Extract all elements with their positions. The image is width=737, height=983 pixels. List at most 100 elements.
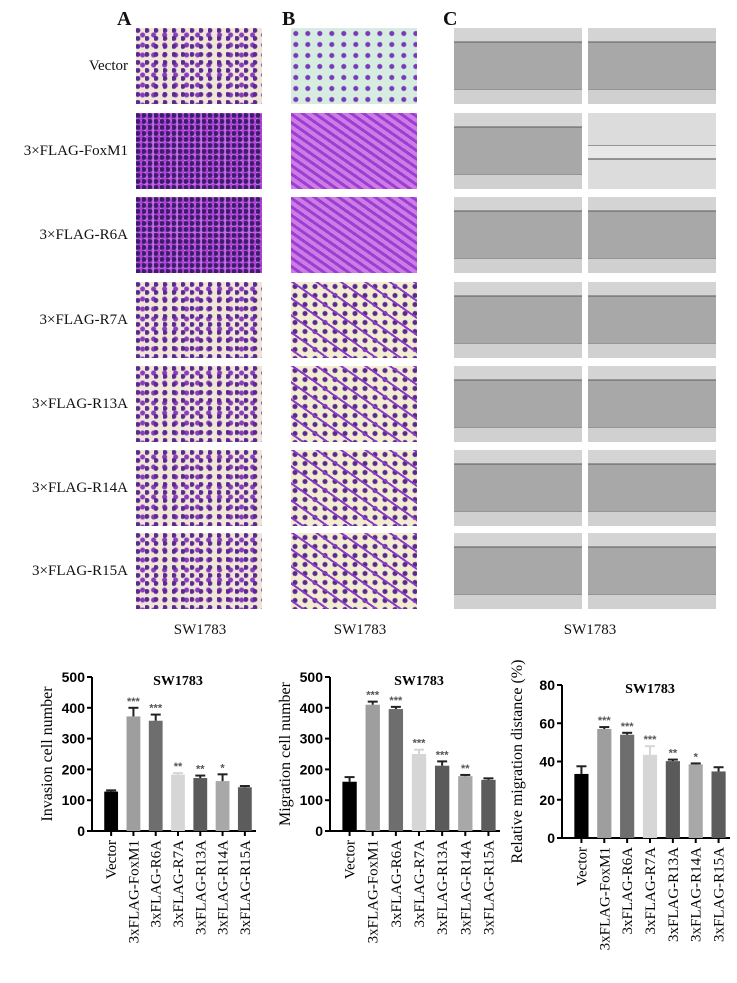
svg-text:SW1783: SW1783: [394, 674, 444, 689]
row-label: 3×FLAG-R15A: [32, 563, 128, 579]
migration-micrograph: [291, 28, 417, 104]
wound-0h-image: [454, 197, 582, 273]
svg-text:500: 500: [300, 669, 324, 685]
svg-text:3xFLAG-R15A: 3xFLAG-R15A: [712, 847, 728, 942]
bar: [365, 704, 380, 831]
wound-24h-image: [588, 282, 716, 358]
wound-24h-image: [588, 28, 716, 104]
svg-text:3xFLAG-R14A: 3xFLAG-R14A: [216, 840, 232, 935]
row-label: 3×FLAG-R13A: [32, 396, 128, 412]
wound-0h-image: [454, 113, 582, 189]
svg-text:60: 60: [539, 715, 555, 731]
svg-text:***: ***: [389, 695, 403, 707]
svg-text:3xFLAG-R6A: 3xFLAG-R6A: [620, 847, 636, 935]
wound-24h-image: [588, 450, 716, 526]
svg-text:3xFLAG-R6A: 3xFLAG-R6A: [389, 840, 405, 928]
svg-text:Invasion cell number: Invasion cell number: [39, 686, 56, 822]
row-label: Vector: [88, 58, 128, 74]
svg-text:3xFLAG-R13A: 3xFLAG-R13A: [435, 840, 451, 935]
svg-text:3xFLAG-R15A: 3xFLAG-R15A: [238, 840, 254, 935]
svg-text:***: ***: [644, 734, 658, 746]
svg-text:***: ***: [621, 721, 635, 733]
svg-text:3xFLAG-R15A: 3xFLAG-R15A: [481, 840, 497, 935]
row-label: 3×FLAG-R7A: [39, 312, 128, 328]
bar: [148, 720, 163, 831]
migration-micrograph: [291, 197, 417, 273]
svg-text:0: 0: [77, 823, 85, 839]
bar: [171, 774, 185, 831]
svg-text:80: 80: [539, 677, 555, 693]
wound-healing-bar-chart: 0 20 40 60 80 SW1783 Relative migration distan…: [500, 655, 737, 978]
svg-text:***: ***: [598, 715, 612, 727]
svg-text:3xFLAG-R7A: 3xFLAG-R7A: [171, 840, 187, 928]
svg-text:3xFLAG-FoxM1: 3xFLAG-FoxM1: [126, 840, 142, 943]
svg-text:100: 100: [300, 792, 324, 808]
migration-bar-chart: 0 100 200 300 400 500 SW1783 Migration cell num…: [262, 655, 512, 978]
svg-text:300: 300: [62, 731, 86, 747]
svg-text:**: **: [174, 761, 183, 773]
svg-text:3xFLAG-FoxM1: 3xFLAG-FoxM1: [366, 840, 382, 943]
svg-text:**: **: [196, 764, 205, 776]
svg-text:***: ***: [413, 738, 427, 750]
bar: [620, 734, 635, 838]
svg-text:*: *: [694, 751, 699, 763]
bar: [388, 709, 404, 831]
bar: [215, 781, 230, 831]
migration-micrograph: [291, 533, 417, 609]
invasion-micrograph: [136, 113, 262, 189]
svg-text:500: 500: [62, 669, 86, 685]
svg-text:SW1783: SW1783: [153, 674, 203, 689]
bar: [193, 778, 208, 831]
invasion-micrograph: [136, 282, 262, 358]
svg-text:*: *: [220, 762, 225, 774]
migration-micrograph: [291, 113, 417, 189]
svg-text:100: 100: [62, 792, 86, 808]
migration-micrograph: [291, 366, 417, 442]
wound-0h-image: [454, 366, 582, 442]
svg-text:200: 200: [300, 761, 324, 777]
wound-24h-image: [588, 533, 716, 609]
migration-micrograph: [291, 282, 417, 358]
svg-text:Vector: Vector: [343, 840, 359, 879]
svg-text:3xFLAG-R14A: 3xFLAG-R14A: [458, 840, 474, 935]
svg-text:3xFLAG-FoxM1: 3xFLAG-FoxM1: [597, 847, 613, 950]
svg-text:40: 40: [539, 754, 555, 770]
svg-text:0: 0: [547, 830, 555, 846]
wound-24h-image: [588, 197, 716, 273]
svg-text:200: 200: [62, 761, 86, 777]
panel-letter-b: B: [282, 8, 296, 30]
wound-0h-image: [454, 450, 582, 526]
wound-24h-image: [588, 113, 716, 189]
svg-text:Vector: Vector: [574, 847, 590, 886]
migration-micrograph: [291, 450, 417, 526]
wound-0h-image: [454, 28, 582, 104]
bar: [458, 776, 473, 831]
bar: [642, 754, 658, 838]
bar: [434, 765, 450, 831]
svg-text:3xFLAG-R14A: 3xFLAG-R14A: [689, 847, 705, 942]
bar: [104, 791, 119, 831]
panel-letter-a: A: [117, 8, 132, 30]
invasion-bar-chart: 0 100 200 300 400 500 SW1783 Invasion cell numb…: [0, 655, 260, 978]
row-label: 3×FLAG-R6A: [39, 227, 128, 243]
bar: [411, 754, 427, 831]
svg-text:***: ***: [149, 703, 163, 715]
invasion-micrograph: [136, 366, 262, 442]
svg-text:***: ***: [436, 749, 450, 761]
bar: [237, 787, 252, 831]
panel-letter-c: C: [443, 8, 458, 30]
svg-text:3xFLAG-R13A: 3xFLAG-R13A: [666, 847, 682, 942]
svg-text:3xFLAG-R6A: 3xFLAG-R6A: [149, 840, 165, 928]
bar: [665, 761, 680, 838]
bar: [711, 771, 726, 838]
row-label: 3×FLAG-FoxM1: [23, 143, 128, 159]
invasion-micrograph: [136, 197, 262, 273]
panel-b-caption: SW1783: [333, 622, 387, 638]
invasion-micrograph: [136, 28, 262, 104]
svg-text:Vector: Vector: [104, 840, 120, 879]
row-label: 3×FLAG-R14A: [32, 480, 128, 496]
svg-text:**: **: [669, 748, 678, 760]
bar: [597, 728, 612, 838]
svg-text:3xFLAG-R7A: 3xFLAG-R7A: [643, 847, 659, 935]
wound-24h-image: [588, 366, 716, 442]
